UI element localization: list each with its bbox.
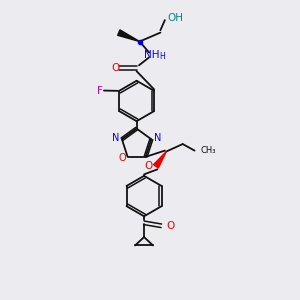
Text: O: O [166, 221, 175, 231]
Text: O: O [111, 63, 119, 73]
Text: N: N [154, 133, 161, 143]
Text: O: O [118, 153, 126, 163]
Text: H: H [159, 52, 165, 61]
Text: CH₃: CH₃ [200, 146, 216, 155]
Text: NH: NH [144, 50, 159, 60]
Text: O: O [144, 161, 153, 171]
Polygon shape [154, 152, 166, 168]
Text: N: N [112, 133, 120, 143]
Text: F: F [97, 85, 102, 96]
Polygon shape [118, 30, 140, 41]
Text: OH: OH [168, 13, 184, 23]
